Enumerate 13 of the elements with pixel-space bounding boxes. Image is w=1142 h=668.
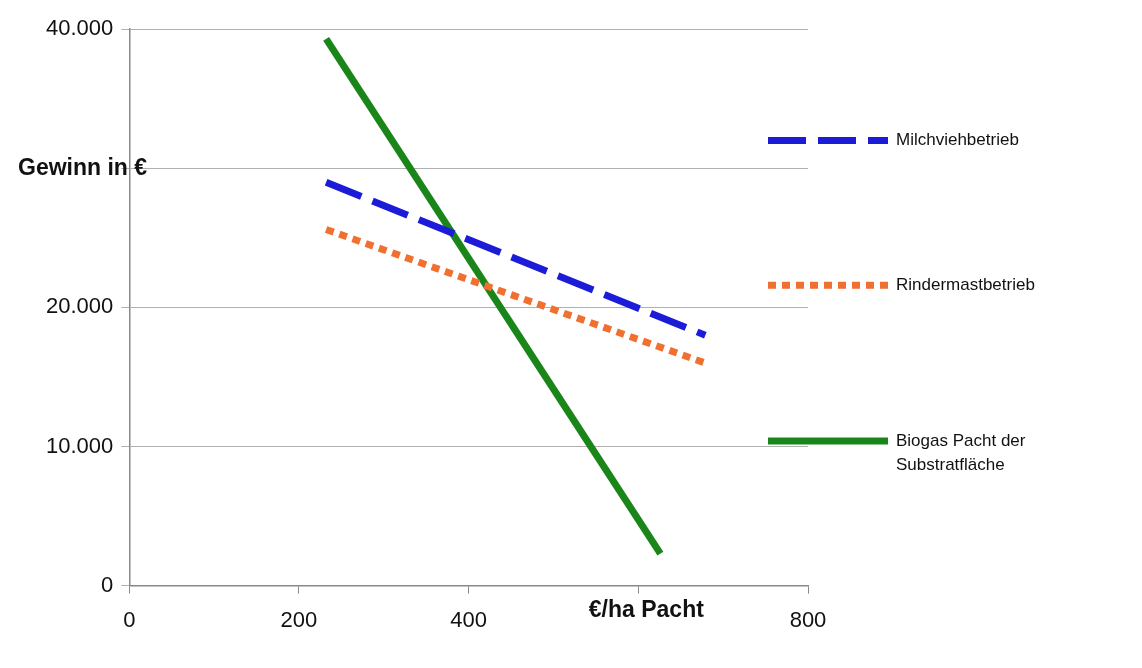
y-axis-title: Gewinn in € bbox=[18, 153, 148, 180]
x-tick-label: 400 bbox=[450, 606, 487, 632]
x-axis-title: €/ha Pacht bbox=[588, 596, 705, 623]
y-tick-label: 0 bbox=[101, 571, 114, 597]
x-tick-label: 0 bbox=[123, 606, 136, 632]
y-tick-label: 20.000 bbox=[45, 293, 114, 319]
y-tick-label: 40.000 bbox=[45, 15, 114, 41]
text: Rindermastbetrieb bbox=[896, 274, 1035, 294]
text: Biogas Pacht der Substratfläche bbox=[896, 430, 1026, 474]
text: Milchviehbetrieb bbox=[896, 130, 1019, 150]
x-tick-label: 200 bbox=[280, 606, 318, 632]
y-tick-label: 10.000 bbox=[45, 432, 114, 458]
x-tick-label: 800 bbox=[789, 606, 827, 632]
